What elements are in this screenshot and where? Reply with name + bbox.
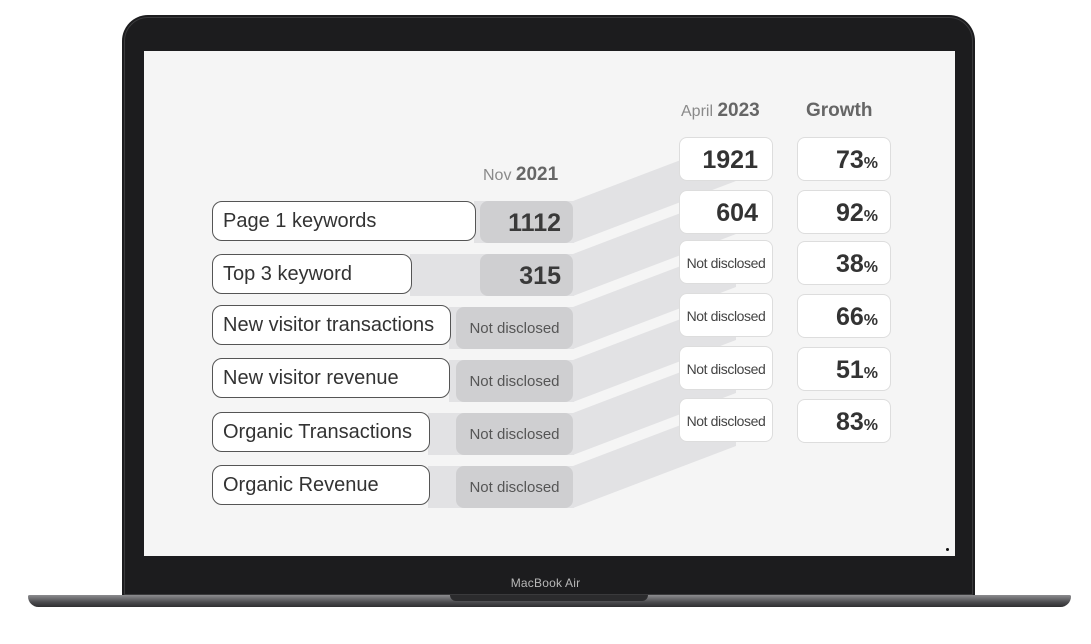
april-value: Not disclosed <box>679 398 773 442</box>
growth-number: 38 <box>835 250 864 278</box>
growth-value: 83% <box>797 399 891 443</box>
nov-value: Not disclosed <box>456 466 573 508</box>
growth-number: 51 <box>835 356 864 384</box>
nov-value: Not disclosed <box>456 360 573 402</box>
growth-unit: % <box>863 312 878 329</box>
nov-value: 315 <box>480 254 573 296</box>
device-brand-label: MacBook Air <box>510 576 581 590</box>
growth-unit: % <box>863 365 878 382</box>
april-value: 604 <box>679 190 773 234</box>
growth-header: Growth <box>806 100 873 121</box>
growth-unit: % <box>863 417 878 434</box>
nov-value: Not disclosed <box>456 413 573 455</box>
laptop-screen: Nov 2021 April 2023 Growth Page 1 keywor… <box>144 51 955 556</box>
growth-value: 66% <box>797 294 891 338</box>
laptop-base <box>28 595 1071 607</box>
nov-header: Nov 2021 <box>483 164 558 186</box>
screen-dot <box>946 548 949 551</box>
april-value: 1921 <box>679 137 773 181</box>
nov-value: 1112 <box>480 201 573 243</box>
april-header-month: April <box>681 103 714 120</box>
row-label: Organic Transactions <box>212 412 430 452</box>
row-label: Top 3 keyword <box>212 254 412 294</box>
growth-unit: % <box>863 208 878 225</box>
growth-number: 83 <box>835 408 864 436</box>
nov-value: Not disclosed <box>456 307 573 349</box>
laptop-base-notch <box>450 595 648 601</box>
growth-unit: % <box>863 259 878 276</box>
laptop-lid-rim <box>124 17 973 595</box>
nov-header-month: Nov <box>483 167 512 184</box>
growth-value: 38% <box>797 241 891 285</box>
april-value: Not disclosed <box>679 240 773 284</box>
april-value: Not disclosed <box>679 346 773 390</box>
row-label: New visitor revenue <box>212 358 450 398</box>
growth-unit: % <box>863 155 878 172</box>
row-label: Page 1 keywords <box>212 201 476 241</box>
row-label: Organic Revenue <box>212 465 430 505</box>
growth-value: 92% <box>797 190 891 234</box>
row-label: New visitor transactions <box>212 305 451 345</box>
growth-number: 73 <box>835 146 864 174</box>
april-header-year: 2023 <box>717 100 760 121</box>
april-value: Not disclosed <box>679 293 773 337</box>
growth-value: 51% <box>797 347 891 391</box>
april-header: April 2023 <box>681 100 760 122</box>
growth-number: 66 <box>835 303 864 331</box>
nov-header-year: 2021 <box>515 164 559 185</box>
growth-value: 73% <box>797 137 891 181</box>
growth-number: 92 <box>835 199 864 227</box>
